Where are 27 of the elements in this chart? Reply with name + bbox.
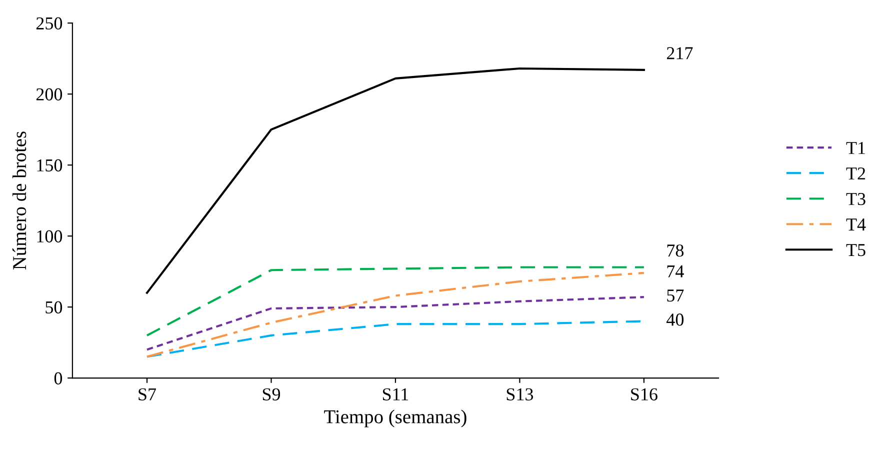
- x-axis-title: Tiempo (semanas): [324, 410, 466, 428]
- y-tick-label: 150: [37, 159, 62, 172]
- line-series: [146, 266, 645, 336]
- line-series: [146, 296, 645, 351]
- legend-label: T4: [846, 218, 866, 230]
- y-tick-label: 50: [46, 301, 62, 314]
- data-label: 74: [667, 265, 684, 278]
- y-tick-label: 200: [36, 88, 62, 100]
- legend-label: T5: [846, 244, 866, 256]
- y-tick-label: 0: [54, 372, 62, 384]
- data-label: 40: [666, 314, 684, 326]
- x-tick-label: S13: [506, 388, 534, 400]
- data-label: 217: [666, 47, 693, 60]
- legend-label: T3: [846, 192, 866, 206]
- data-label: 78: [667, 244, 684, 257]
- x-tick-label: S16: [631, 388, 658, 400]
- line-series: [146, 272, 645, 358]
- x-tick-label: S9: [262, 388, 280, 400]
- legend-label: T1: [846, 142, 865, 154]
- y-tick-label: 250: [36, 17, 62, 30]
- x-tick-label: S7: [138, 388, 156, 400]
- y-tick-label: 100: [37, 230, 62, 242]
- x-tick-label: S11: [382, 388, 408, 400]
- line-series: [146, 67, 645, 294]
- data-label: 57: [667, 290, 684, 302]
- y-axis-title: Número de brotes: [12, 132, 26, 270]
- legend-label: T2: [846, 167, 866, 180]
